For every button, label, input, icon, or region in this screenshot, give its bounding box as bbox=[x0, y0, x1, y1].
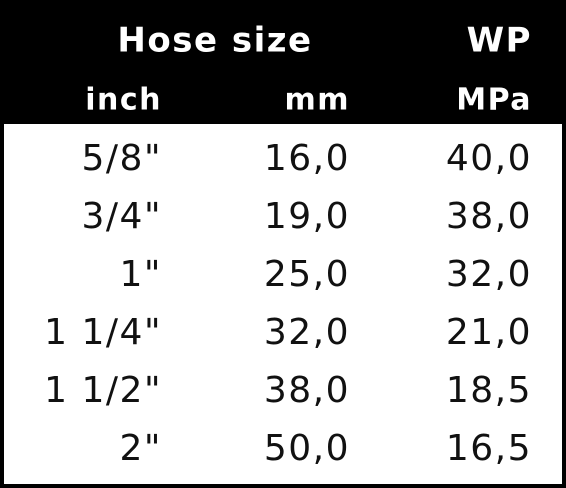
cell: 50,0 bbox=[264, 428, 350, 469]
cell: 21,0 bbox=[446, 312, 532, 353]
cell: 1 1/2" bbox=[44, 370, 162, 411]
cell: 1 1/4" bbox=[44, 312, 162, 353]
cell: 16,5 bbox=[446, 428, 532, 469]
unit-label: mm bbox=[284, 83, 350, 118]
cell: 32,0 bbox=[264, 312, 350, 353]
cell: 16,0 bbox=[264, 138, 350, 179]
header-title: Hose size bbox=[117, 21, 312, 61]
header-wp: WP bbox=[467, 21, 532, 61]
cell: 2" bbox=[120, 428, 162, 469]
cell: 1" bbox=[120, 254, 162, 295]
cell: 18,5 bbox=[446, 370, 532, 411]
cell: 3/4" bbox=[82, 196, 163, 237]
cell: 25,0 bbox=[264, 254, 350, 295]
cell: 32,0 bbox=[446, 254, 532, 295]
unit-label: MPa bbox=[456, 83, 532, 118]
header-band bbox=[0, 0, 566, 124]
cell: 19,0 bbox=[264, 196, 350, 237]
cell: 38,0 bbox=[264, 370, 350, 411]
unit-label: inch bbox=[85, 83, 162, 118]
cell: 5/8" bbox=[82, 138, 163, 179]
cell: 40,0 bbox=[446, 138, 532, 179]
cell: 38,0 bbox=[446, 196, 532, 237]
